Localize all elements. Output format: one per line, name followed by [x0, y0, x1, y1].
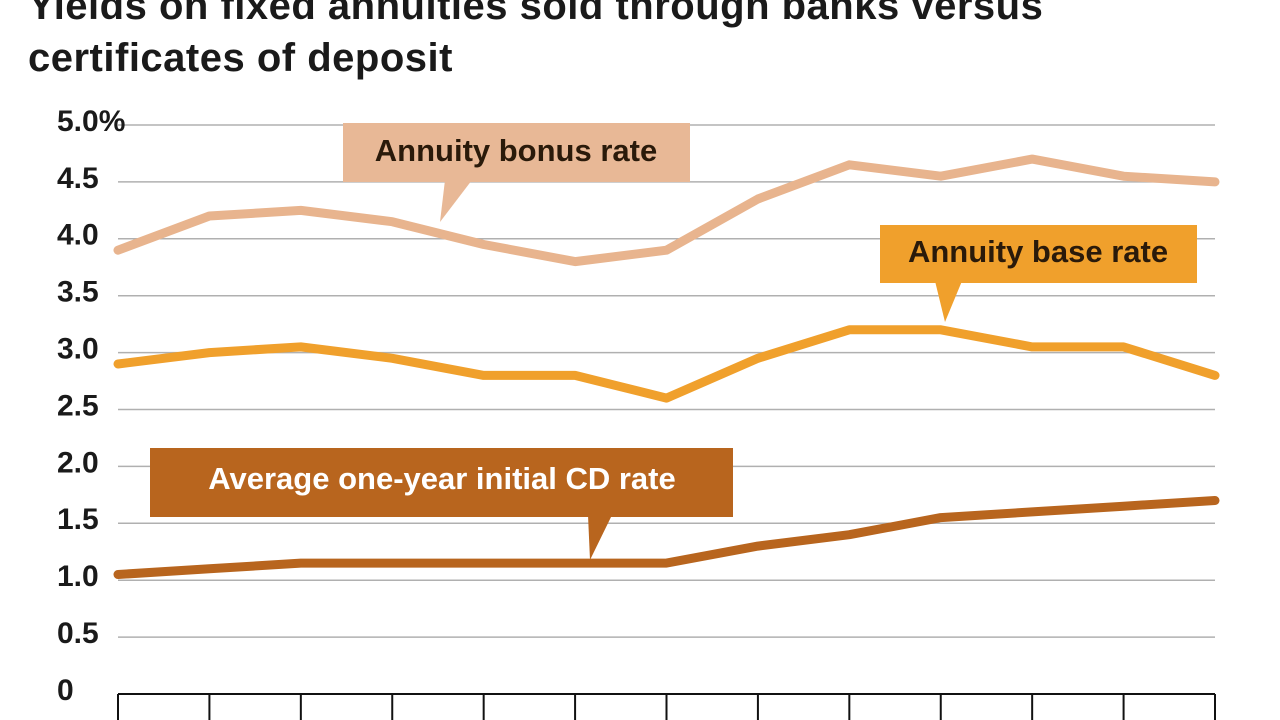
- series-label: Annuity base rate: [908, 234, 1168, 269]
- cd-callout: Average one-year initial CD rate: [150, 448, 733, 560]
- y-tick-label: 1.0: [57, 560, 99, 593]
- lines: [113, 154, 1220, 579]
- callout-box: [343, 123, 690, 182]
- y-tick-label: 3.5: [57, 276, 99, 309]
- series-line: [113, 496, 1220, 579]
- series-label: Average one-year initial CD rate: [208, 461, 675, 496]
- bonus-callout: Annuity bonus rate: [343, 123, 690, 222]
- callout-pointer: [440, 180, 472, 222]
- series-line: [113, 154, 1220, 267]
- callout-box: [880, 225, 1197, 283]
- y-tick-label: 4.0: [57, 219, 99, 252]
- y-tick-label: 5.0%: [57, 105, 125, 138]
- y-tick-label: 4.5: [57, 162, 99, 195]
- y-tick-label: 2.0: [57, 446, 99, 479]
- y-tick-label: 3.0: [57, 333, 99, 366]
- series-label: Annuity bonus rate: [375, 133, 657, 168]
- y-tick-label: 1.5: [57, 503, 99, 536]
- callout-box: [150, 448, 733, 517]
- series-line: [113, 325, 1220, 403]
- callout-pointer: [935, 281, 962, 322]
- y-tick-label: 0.5: [57, 617, 99, 650]
- base-callout: Annuity base rate: [880, 225, 1197, 322]
- y-tick-label: 2.5: [57, 389, 99, 422]
- chart-title: Yields on fixed annuities sold through b…: [28, 0, 1044, 80]
- y-tick-label: 0: [57, 674, 74, 707]
- callout-pointer: [588, 515, 612, 560]
